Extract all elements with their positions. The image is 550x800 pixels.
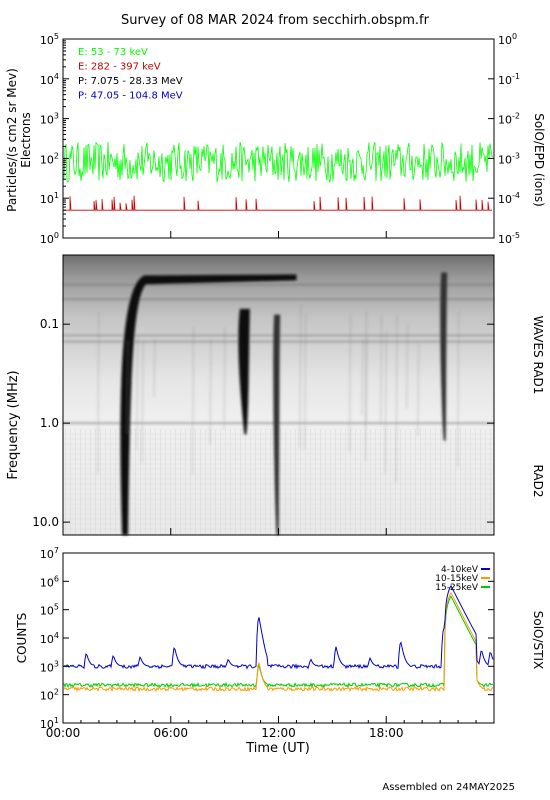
rad1-label: WAVES RAD1 <box>531 316 545 395</box>
spectrogram-tick-label: 10.0 <box>32 515 59 529</box>
stix-right-label: SolO/STIX <box>531 611 545 670</box>
spectrogram-streak <box>406 324 409 409</box>
stix-tick-label: 104 <box>40 631 59 646</box>
spectrogram-streak <box>141 342 144 463</box>
epd-left-tick-label: 104 <box>40 72 59 87</box>
epd-series-e-high <box>63 195 492 211</box>
epd-ylabel-sub: Electrons <box>19 112 33 167</box>
spectrogram-streak <box>395 315 398 483</box>
time-axis: 00:00 06:00 12:00 18:00 <box>46 231 477 740</box>
spectrogram-bursts <box>63 272 494 535</box>
epd-legend-entry: E: 282 - 397 keV <box>78 62 161 73</box>
stix-legend-label: 15-25keV <box>435 583 479 593</box>
spectrogram-axis: 0.1 1.0 10.0 <box>32 317 494 529</box>
spectrogram-ylabel: Frequency (MHz) <box>6 370 21 479</box>
spectrogram-tick-label: 1.0 <box>40 416 59 430</box>
spectrogram-burst <box>238 308 250 435</box>
epd-right-tick-label: 10-1 <box>498 72 520 87</box>
epd-left-tick-label: 101 <box>40 191 59 206</box>
stix-traces <box>63 584 494 693</box>
spectrogram-streak <box>97 312 100 474</box>
epd-left-tick-label: 103 <box>40 112 59 127</box>
epd-series-e-low <box>63 141 493 183</box>
spectrogram-burst <box>440 272 448 441</box>
epd-left-axis: 100 101 102 103 104 105 <box>40 32 69 246</box>
spectrogram-streak <box>349 314 352 453</box>
spectrogram-streak <box>136 336 139 450</box>
spectrogram-streak <box>361 339 364 415</box>
spectrogram-streak <box>380 315 383 425</box>
epd-right-axis: 10-5 10-4 10-3 10-2 10-1 100 <box>488 32 520 246</box>
time-tick-label: 00:00 <box>46 726 81 740</box>
stix-series-line <box>63 591 494 693</box>
stix-frame <box>62 552 495 724</box>
epd-right-tick-label: 10-2 <box>498 112 520 127</box>
epd-legend-entry: P: 7.075 - 28.33 MeV <box>78 76 183 87</box>
spectrogram-streak <box>365 338 368 428</box>
stix-tick-label: 107 <box>40 546 59 561</box>
spectrogram-streak <box>192 327 195 475</box>
spectrogram-streak <box>209 338 212 445</box>
spectrogram-panel: 0.1 1.0 10.0 Frequency (MHz) WAVES RAD1 RA… <box>6 254 545 536</box>
epd-left-tick-label: 105 <box>40 32 59 47</box>
spectrogram-streak <box>153 339 156 398</box>
epd-right-tick-label: 100 <box>498 32 517 47</box>
stix-tick-label: 101 <box>40 716 59 731</box>
epd-left-tick-label: 102 <box>40 151 59 166</box>
spectrogram-burst <box>120 274 297 535</box>
stix-tick-label: 106 <box>40 574 59 589</box>
spectrogram-streak <box>457 310 460 468</box>
epd-legend: E: 53 - 73 keV E: 282 - 397 keV P: 7.075 -… <box>78 47 183 102</box>
stix-legend-label: 4-10keV <box>441 565 479 575</box>
epd-legend-entry: E: 53 - 73 keV <box>78 47 148 58</box>
epd-traces <box>63 141 493 211</box>
spectrogram-streak <box>299 304 302 449</box>
stix-panel: 101 102 103 104 105 106 107 4-10keV10-15keV15-… <box>15 231 545 756</box>
stix-tick-label: 105 <box>40 603 59 618</box>
stix-tick-label: 102 <box>40 688 59 703</box>
epd-right-tick-label: 10-3 <box>498 151 520 166</box>
epd-right-tick-label: 10-5 <box>498 231 520 246</box>
stix-tick-label: 103 <box>40 659 59 674</box>
epd-right-tick-label: 10-4 <box>498 191 520 206</box>
footer-note: Assembled on 24MAY2025 <box>382 782 515 793</box>
spectrogram-streak <box>417 343 420 437</box>
stix-ylabel: COUNTS <box>15 613 29 664</box>
epd-ylabel: Particles/(s cm2 sr Mev) <box>5 68 19 212</box>
rad2-label: RAD2 <box>531 465 545 498</box>
spectrogram-burst <box>273 314 281 535</box>
spectrogram-streak <box>126 340 129 434</box>
epd-left-tick-label: 100 <box>40 231 59 246</box>
spectrogram-streak <box>223 327 226 430</box>
time-tick-label: 18:00 <box>369 726 404 740</box>
time-tick-label: 12:00 <box>261 726 296 740</box>
spectrogram-streak <box>384 331 387 474</box>
stix-series-line <box>63 595 494 689</box>
epd-legend-entry: P: 47.05 - 104.8 MeV <box>78 91 183 102</box>
spectrogram-streak <box>304 314 307 450</box>
stix-xlabel: Time (UT) <box>245 741 310 756</box>
stix-series-line <box>63 584 494 670</box>
time-tick-label: 06:00 <box>153 726 188 740</box>
epd-right-label: SolO/EPD (ions) <box>532 113 546 207</box>
stix-axis: 101 102 103 104 105 106 107 <box>40 546 494 731</box>
stix-legend-label: 10-15keV <box>435 574 479 584</box>
page-title: Survey of 08 MAR 2024 from secchirh.obsp… <box>121 13 430 28</box>
spectrogram-tick-label: 0.1 <box>40 317 59 331</box>
